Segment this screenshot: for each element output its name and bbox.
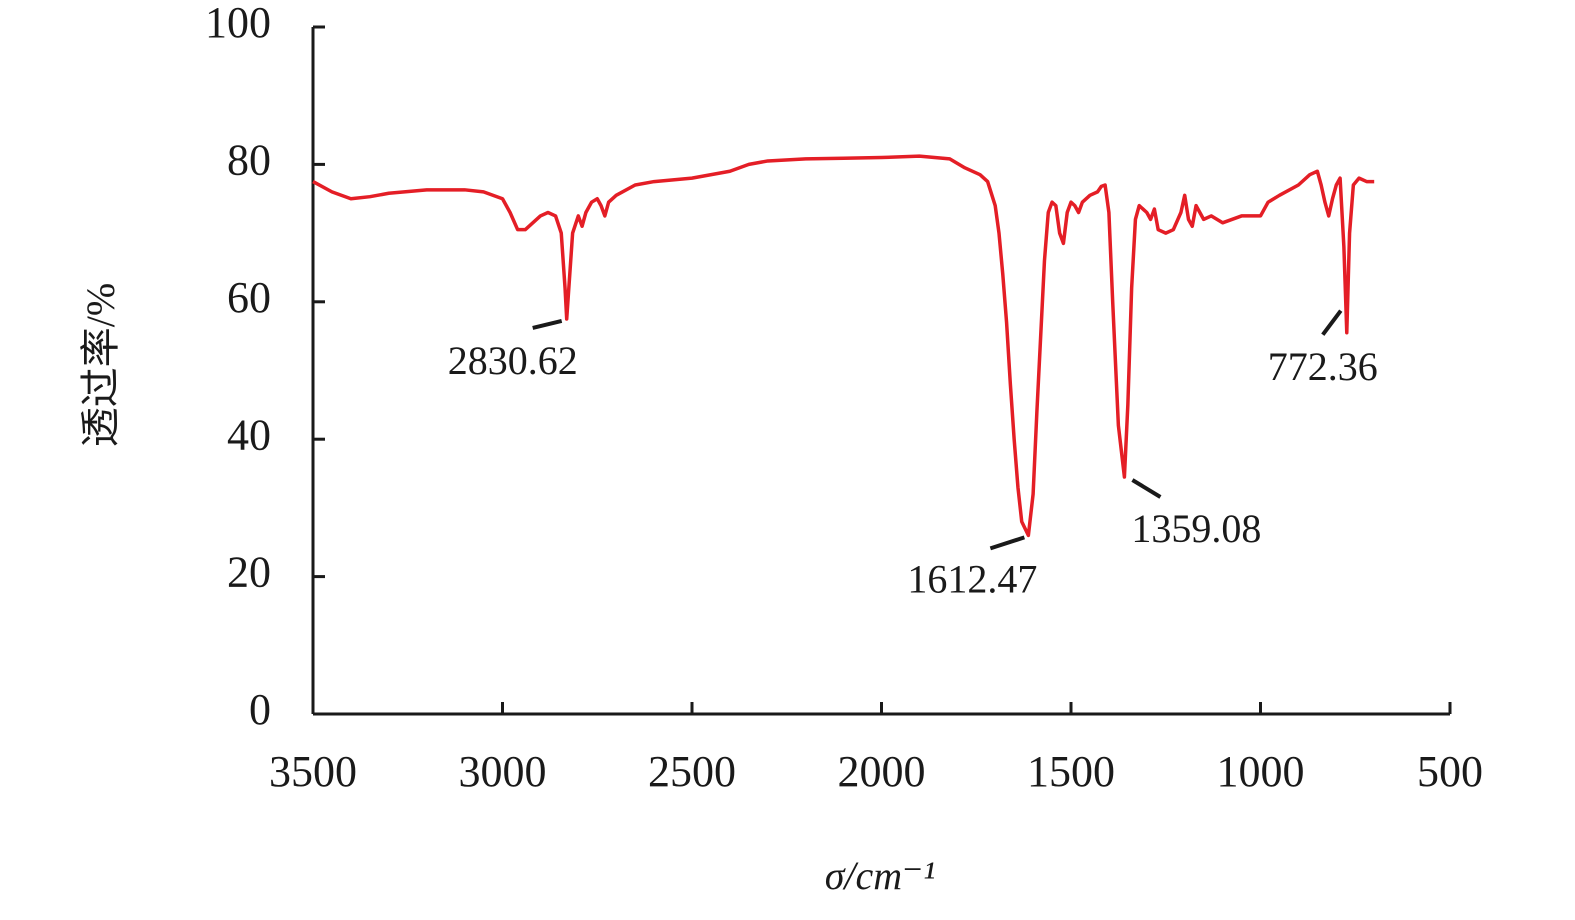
y-tick-label: 100 (205, 0, 271, 47)
y-tick-label: 0 (249, 685, 271, 734)
x-axis-label: σ/cm⁻¹ (825, 853, 936, 898)
x-tick-label: 1500 (1027, 747, 1115, 796)
x-tick-label: 3000 (459, 747, 547, 796)
annotation-label: 2830.62 (448, 338, 578, 383)
annotation-leader (1321, 309, 1343, 336)
y-tick-label: 80 (227, 135, 271, 184)
x-tick-label: 2000 (838, 747, 926, 796)
x-tick-label: 3500 (269, 747, 357, 796)
y-tick-label: 40 (227, 410, 271, 459)
annotation-label: 1359.08 (1131, 506, 1261, 551)
y-tick-label: 60 (227, 273, 271, 322)
annotation-label: 1612.47 (907, 557, 1037, 602)
annotation-leader (989, 535, 1025, 551)
spectrum-line (312, 154, 1375, 538)
y-tick-label: 20 (227, 548, 271, 597)
x-tick-label: 500 (1417, 747, 1483, 796)
y-axis-label: 透过率/% (78, 283, 123, 447)
x-tick-label: 2500 (648, 747, 736, 796)
x-tick-label: 1000 (1217, 747, 1305, 796)
annotation-leader (532, 319, 563, 330)
annotation-label: 772.36 (1268, 344, 1378, 389)
annotation-leader (1131, 478, 1162, 499)
